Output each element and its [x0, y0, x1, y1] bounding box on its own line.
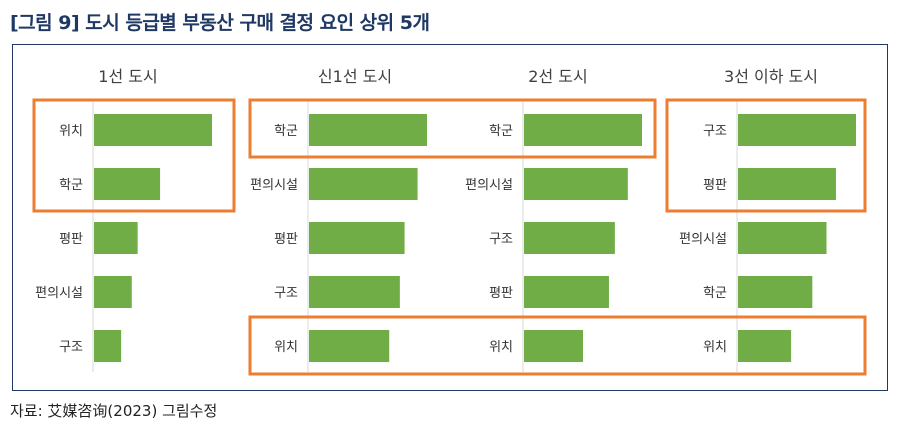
category-label: 학군: [59, 178, 83, 193]
bar: [738, 276, 813, 308]
highlight-box: [248, 98, 657, 159]
bar: [524, 276, 609, 308]
category-label: 위치: [274, 340, 298, 355]
bar: [309, 330, 390, 362]
source-note: 자료: 艾媒咨询(2023) 그림수정: [10, 402, 218, 420]
category-label: 평판: [59, 232, 83, 247]
category-label: 구조: [274, 286, 298, 301]
panel-title: 신1선 도시: [318, 67, 392, 86]
figure-title: [그림 9] 도시 등급별 부동산 구매 결정 요인 상위 5개: [10, 12, 430, 34]
bar: [94, 168, 161, 200]
bar: [94, 222, 138, 254]
category-label: 위치: [489, 340, 513, 355]
category-label: 평판: [489, 286, 513, 301]
chart-frame: 1선 도시 위치 학군 평판 편의시설 구조 신1선 도시 학군 편의시설 평판 구조 위치 2선 도시…: [12, 44, 888, 391]
bar: [524, 168, 628, 200]
category-label: 편의시설: [465, 178, 513, 193]
category-label: 편의시설: [679, 232, 727, 247]
bar: [309, 168, 418, 200]
bar: [309, 276, 400, 308]
bar: [738, 168, 836, 200]
category-label: 위치: [59, 124, 83, 139]
bar: [94, 114, 212, 146]
highlight-box: [32, 98, 236, 213]
bar: [94, 276, 132, 308]
bar: [524, 330, 583, 362]
bar: [738, 330, 792, 362]
category-label: 구조: [489, 232, 513, 247]
bar: [738, 222, 827, 254]
category-label: 학군: [274, 124, 298, 139]
bar: [309, 222, 405, 254]
category-label: 구조: [59, 340, 83, 355]
bar: [94, 330, 122, 362]
category-label: 구조: [703, 124, 727, 139]
category-label: 평판: [274, 232, 298, 247]
bar: [738, 114, 856, 146]
panel-title: 3선 이하 도시: [724, 67, 818, 86]
category-label: 편의시설: [35, 286, 83, 301]
bar: [524, 222, 615, 254]
category-label: 편의시설: [250, 178, 298, 193]
highlight-box: [665, 98, 867, 213]
panel-title: 2선 도시: [528, 67, 587, 86]
category-label: 학군: [703, 286, 727, 301]
category-label: 학군: [489, 124, 513, 139]
highlight-box: [248, 315, 867, 376]
category-label: 평판: [703, 178, 727, 193]
bar: [524, 114, 642, 146]
panel-title: 1선 도시: [98, 67, 157, 86]
bar: [309, 114, 427, 146]
category-label: 위치: [703, 340, 727, 355]
